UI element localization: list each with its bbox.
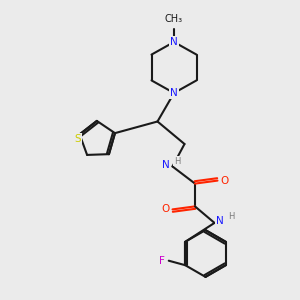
- Text: N: N: [170, 37, 178, 47]
- Text: CH₃: CH₃: [165, 14, 183, 25]
- Text: H: H: [174, 157, 180, 166]
- Text: H: H: [228, 212, 235, 221]
- Text: N: N: [162, 160, 170, 170]
- Text: N: N: [170, 88, 178, 98]
- Text: F: F: [159, 256, 165, 266]
- Text: O: O: [162, 204, 170, 214]
- Text: S: S: [75, 134, 81, 144]
- Text: N: N: [216, 216, 224, 226]
- Text: O: O: [220, 176, 228, 186]
